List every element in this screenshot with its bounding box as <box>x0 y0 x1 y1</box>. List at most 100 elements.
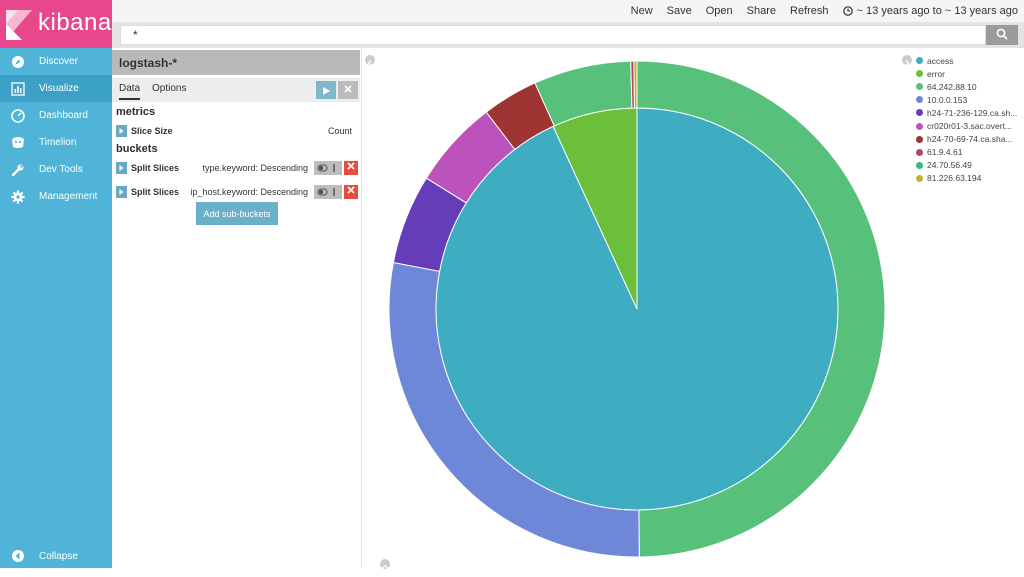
new-button[interactable]: New <box>630 5 653 17</box>
collapse-label: Collapse <box>39 551 78 562</box>
legend-color-dot <box>916 135 923 143</box>
vis-editor-sidebar: logstash-* Data Options metrics Slice Si… <box>112 48 362 568</box>
search-input[interactable] <box>120 25 986 45</box>
chevron-left-icon <box>367 60 372 66</box>
tab-options[interactable]: Options <box>152 83 187 94</box>
legend-item[interactable]: access <box>916 54 1024 67</box>
top-nav: New Save Open Share Refresh ~ 13 years a… <box>112 0 1024 22</box>
chart-legend: access error 64.242.88.10 10.0.0.153 h24-71-… <box>916 54 1024 185</box>
collapse-button[interactable]: Collapse <box>0 544 112 568</box>
play-icon <box>323 86 330 95</box>
sidebar-item-label: Dev Tools <box>39 164 83 175</box>
sidebar-item-visualize[interactable]: Visualize <box>0 75 112 102</box>
toggle-icon <box>317 188 335 196</box>
toggle-legend-button[interactable] <box>902 55 912 66</box>
sidebar-item-discover[interactable]: Discover <box>0 48 112 75</box>
wrench-icon <box>11 164 24 177</box>
legend-item[interactable]: 61.9.4.61 <box>916 146 1024 159</box>
bar-chart-icon <box>11 82 25 96</box>
pie-slice[interactable] <box>636 60 886 558</box>
pie-slice[interactable] <box>633 60 638 109</box>
metric-row: Slice Size Count <box>116 124 360 140</box>
index-pattern-title: logstash-* <box>112 50 360 75</box>
collapse-editor-button[interactable] <box>365 55 375 66</box>
metrics-heading: metrics <box>116 106 156 118</box>
search-icon <box>996 28 1008 40</box>
legend-label: 64.242.88.10 <box>927 81 977 92</box>
toggle-spy-button[interactable] <box>380 559 390 569</box>
search-button[interactable] <box>986 25 1018 45</box>
sidebar-item-dashboard[interactable]: Dashboard <box>0 102 112 129</box>
open-button[interactable]: Open <box>705 5 733 17</box>
legend-color-dot <box>916 148 923 156</box>
legend-label: access <box>927 55 954 66</box>
bucket-description: type.keyword: Descending <box>202 163 308 173</box>
legend-color-dot <box>916 83 923 91</box>
bucket-name: Split Slices <box>131 187 180 197</box>
remove-bucket-button[interactable] <box>344 185 358 199</box>
legend-item[interactable]: 64.242.88.10 <box>916 80 1024 93</box>
legend-color-dot <box>916 122 923 130</box>
legend-color-dot <box>916 174 923 182</box>
legend-label: 10.0.0.153 <box>927 94 968 105</box>
legend-color-dot <box>916 109 923 117</box>
expand-toggle[interactable] <box>116 186 127 198</box>
sidebar-nav: Discover Visualize Dashboard Timelion Dev To… <box>0 48 112 210</box>
bucket-toggle-control[interactable] <box>314 185 342 199</box>
expand-toggle[interactable] <box>116 162 127 174</box>
pie-chart <box>388 60 886 558</box>
legend-item[interactable]: 81.226.63.194 <box>916 172 1024 185</box>
chevron-right-icon <box>905 60 910 66</box>
legend-item[interactable]: h24-70-69-74.ca.sha... <box>916 133 1024 146</box>
time-range-label: ~ 13 years ago to ~ 13 years ago <box>856 5 1018 17</box>
sidebar-item-timelion[interactable]: Timelion <box>0 129 112 156</box>
legend-item[interactable]: 10.0.0.153 <box>916 93 1024 106</box>
legend-label: error <box>927 68 945 79</box>
apply-changes-button[interactable] <box>316 81 336 99</box>
close-icon <box>347 162 355 170</box>
legend-item[interactable]: 24.70.56.49 <box>916 159 1024 172</box>
caret-right-icon <box>119 165 124 171</box>
caret-right-icon <box>119 128 124 134</box>
editor-tabs: Data Options <box>112 78 360 102</box>
remove-bucket-button[interactable] <box>344 161 358 175</box>
expand-toggle[interactable] <box>116 125 127 137</box>
kibana-logo[interactable]: kibana <box>0 0 112 48</box>
sidebar-item-dev-tools[interactable]: Dev Tools <box>0 156 112 183</box>
legend-item[interactable]: h24-71-236-129.ca.sh... <box>916 106 1024 119</box>
legend-color-dot <box>916 57 923 65</box>
legend-item[interactable]: cr020r01-3.sac.overt... <box>916 119 1024 132</box>
share-button[interactable]: Share <box>746 5 777 17</box>
toggle-icon <box>317 164 335 172</box>
metric-description: Count <box>327 126 352 136</box>
legend-item[interactable]: error <box>916 67 1024 80</box>
legend-label: h24-70-69-74.ca.sha... <box>927 134 1013 145</box>
discard-changes-button[interactable] <box>338 81 358 99</box>
close-icon <box>344 85 352 93</box>
bucket-toggle-control[interactable] <box>314 161 342 175</box>
legend-label: 24.70.56.49 <box>927 160 972 171</box>
legend-color-dot <box>916 96 923 104</box>
visualization-area: access error 64.242.88.10 10.0.0.153 h24-71-… <box>362 48 1024 569</box>
legend-color-dot <box>916 161 923 169</box>
sidebar-item-management[interactable]: Management <box>0 183 112 210</box>
caret-right-icon <box>119 189 124 195</box>
legend-label: h24-71-236-129.ca.sh... <box>927 107 1018 118</box>
collapse-icon <box>12 550 24 562</box>
legend-label: cr020r01-3.sac.overt... <box>927 121 1013 132</box>
timelion-icon <box>12 137 24 148</box>
legend-label: 81.226.63.194 <box>927 173 982 184</box>
time-picker[interactable]: ~ 13 years ago to ~ 13 years ago <box>842 5 1018 17</box>
tab-data[interactable]: Data <box>119 83 141 100</box>
sidebar-item-label: Dashboard <box>39 110 88 121</box>
save-button[interactable]: Save <box>666 5 692 17</box>
bucket-row: Split Slices type.keyword: Descending <box>116 161 360 177</box>
close-icon <box>347 186 355 194</box>
kibana-logo-icon <box>6 10 32 40</box>
sidebar-item-label: Management <box>39 191 98 202</box>
clock-icon <box>842 6 853 16</box>
refresh-button[interactable]: Refresh <box>790 5 829 17</box>
legend-label: 61.9.4.61 <box>927 147 963 158</box>
add-sub-buckets-button[interactable]: Add sub-buckets <box>196 202 278 225</box>
legend-color-dot <box>916 70 923 78</box>
